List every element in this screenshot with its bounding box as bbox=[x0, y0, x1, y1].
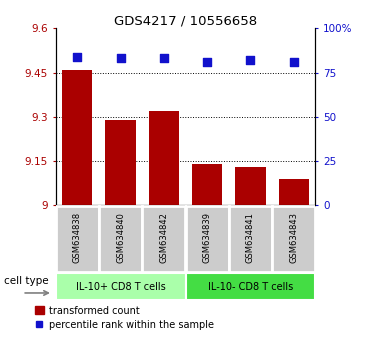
Text: GSM634841: GSM634841 bbox=[246, 212, 255, 263]
Text: GSM634842: GSM634842 bbox=[160, 212, 168, 263]
Text: GSM634840: GSM634840 bbox=[116, 212, 125, 263]
Bar bbox=[149, 111, 179, 205]
Bar bbox=[186, 206, 229, 272]
Point bbox=[118, 56, 124, 61]
Bar bbox=[229, 206, 272, 272]
Bar bbox=[56, 206, 99, 272]
Text: GSM634838: GSM634838 bbox=[73, 212, 82, 263]
Point bbox=[161, 56, 167, 61]
Bar bbox=[272, 206, 315, 272]
Text: IL-10+ CD8 T cells: IL-10+ CD8 T cells bbox=[76, 282, 165, 292]
Bar bbox=[186, 273, 315, 300]
Point bbox=[74, 54, 80, 59]
Point bbox=[247, 57, 253, 63]
Point bbox=[291, 59, 297, 65]
Bar bbox=[142, 206, 185, 272]
Text: IL-10- CD8 T cells: IL-10- CD8 T cells bbox=[208, 282, 293, 292]
Bar bbox=[235, 167, 266, 205]
Bar bbox=[99, 206, 142, 272]
Bar bbox=[192, 164, 222, 205]
Text: GSM634839: GSM634839 bbox=[203, 212, 211, 263]
Title: GDS4217 / 10556658: GDS4217 / 10556658 bbox=[114, 14, 257, 27]
Text: cell type: cell type bbox=[4, 275, 49, 286]
Bar bbox=[56, 273, 186, 300]
Point bbox=[204, 59, 210, 65]
Bar bbox=[62, 70, 92, 205]
Legend: transformed count, percentile rank within the sample: transformed count, percentile rank withi… bbox=[35, 306, 214, 330]
Bar bbox=[105, 120, 136, 205]
Bar bbox=[279, 179, 309, 205]
Text: GSM634843: GSM634843 bbox=[289, 212, 298, 263]
